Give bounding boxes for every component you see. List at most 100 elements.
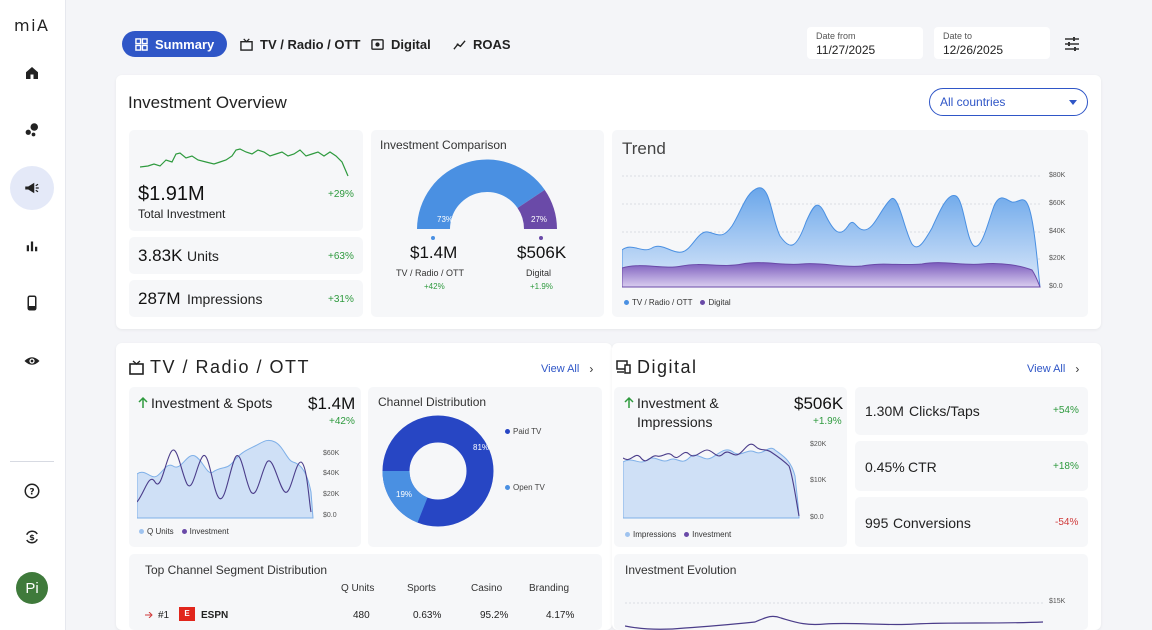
chevron-right-icon: › [589,362,594,376]
units-value: 3.83K [138,246,183,265]
home-icon[interactable] [10,51,54,95]
ctr-card [855,441,1088,491]
row-channel-name: ESPN [201,610,229,621]
row-casino: 95.2% [480,610,509,621]
trend-tick: $0.0 [1049,283,1063,290]
country-select[interactable]: All countries [929,88,1088,116]
currency-exchange-icon[interactable]: $ [10,515,54,559]
conversions-card [855,497,1088,547]
investment-spots-chart [137,439,314,519]
segment-distribution-title: Top Channel Segment Distribution [145,563,328,577]
phone-icon[interactable] [10,281,54,325]
row-q-units: 480 [353,610,370,621]
col-header-branding[interactable]: Branding [529,583,570,594]
arrow-up-icon [138,396,148,408]
devices-icon [616,360,631,374]
arrow-right-icon [145,612,153,618]
filter-settings-icon[interactable] [1063,35,1081,53]
total-investment-change: +29% [328,189,354,200]
total-investment-sparkline [140,148,349,177]
spots-tick: $60K [323,450,340,457]
tv-view-all-link[interactable]: View All › [541,362,593,376]
trend-legend: TV / Radio / OTT Digital [624,298,731,307]
tv-view-all-label: View All [541,363,580,375]
investment-impressions-value: $506K [794,394,844,413]
digital-view-all-label: View All [1027,363,1066,375]
tab-summary[interactable]: Summary [122,31,228,57]
megaphone-icon[interactable] [10,166,54,210]
espn-logo-icon: E [179,607,195,621]
date-from-label: Date from [816,31,856,41]
clicks-change: +54% [1053,405,1079,416]
bar-chart-icon[interactable] [10,224,54,268]
trend-tick: $40K [1049,228,1066,235]
bubbles-icon[interactable] [10,108,54,152]
investment-impressions-chart [623,443,800,519]
ctr-value: 0.45% [865,459,905,475]
paid-tv-legend: Paid TV [505,427,541,436]
investment-evolution-chart [625,602,1043,630]
eye-icon[interactable] [10,339,54,383]
digital-icon [371,38,384,50]
investment-comparison-title: Investment Comparison [380,138,507,152]
investment-impressions-change: +1.9% [813,416,842,427]
spots-tick: $0.0 [323,512,337,519]
channel-distribution-donut: 81% 19% [382,415,494,527]
conversions-value: 995 [865,515,889,531]
open-tv-legend: Open TV [505,483,545,492]
impressions-change: +31% [328,294,354,305]
tv-icon [129,360,144,375]
investment-impressions-title-2: Impressions [637,414,713,430]
clicks-label: Clicks/Taps [909,403,980,419]
grid-icon [135,37,148,51]
investment-spots-change: +42% [329,416,355,427]
digital-investment-change: +1.9% [530,282,553,291]
investment-evolution-card [614,554,1088,630]
avatar[interactable]: Pi [16,572,48,604]
tab-label: TV / Radio / OTT [260,36,361,52]
tab-tv-radio-ott[interactable]: TV / Radio / OTT [240,31,360,57]
total-investment-value: $1.91M [138,183,205,205]
trend-tick: $20K [1049,255,1066,262]
spots-legend: Q Units Investment [139,527,229,536]
impressions-tick: $0.0 [810,514,824,521]
investment-spots-title: Investment & Spots [151,395,273,411]
spots-tick: $20K [323,491,340,498]
date-to-field[interactable]: Date to 12/26/2025 [934,27,1050,59]
trend-chart [622,175,1041,288]
arrow-up-icon [624,396,634,408]
date-from-field[interactable]: Date from 11/27/2025 [807,27,923,59]
digital-view-all-link[interactable]: View All › [1027,362,1079,376]
date-to-value: 12/26/2025 [943,43,1004,57]
digital-dot [539,236,543,240]
ctr-label: CTR [908,459,937,475]
tv-share-pct: 73% [437,215,453,224]
impressions-tick: $20K [810,441,827,448]
sidebar: miA ? $ Pi [0,0,66,630]
impressions-legend: Impressions Investment [625,530,731,539]
conversions-label: Conversions [893,515,971,531]
date-to-label: Date to [943,31,973,41]
tab-roas[interactable]: ROAS [453,31,511,57]
legend-item-q-units: Q Units [139,527,174,536]
evolution-tick: $15K [1049,598,1066,605]
tv-section-title: TV / Radio / OTT [150,357,311,377]
tab-label: ROAS [473,36,511,52]
tab-digital[interactable]: Digital [371,31,431,57]
col-header-casino[interactable]: Casino [471,583,503,594]
row-rank: #1 [158,610,170,621]
row-branding: 4.17% [546,610,575,621]
clicks-value: 1.30M [865,403,904,419]
units-card [129,237,363,274]
help-icon[interactable]: ? [10,469,54,513]
col-header-sports[interactable]: Sports [407,583,436,594]
tv-investment-value: $1.4M [410,243,458,262]
col-header-q-units[interactable]: Q Units [341,583,375,594]
chevron-right-icon: › [1075,362,1080,376]
impressions-label: Impressions [187,291,263,307]
svg-text:?: ? [29,487,34,497]
paid-tv-pct: 81% [473,443,489,452]
conversions-change: -54% [1055,517,1079,528]
tab-label: Digital [391,36,431,52]
tv-investment-label: TV / Radio / OTT [396,268,465,278]
